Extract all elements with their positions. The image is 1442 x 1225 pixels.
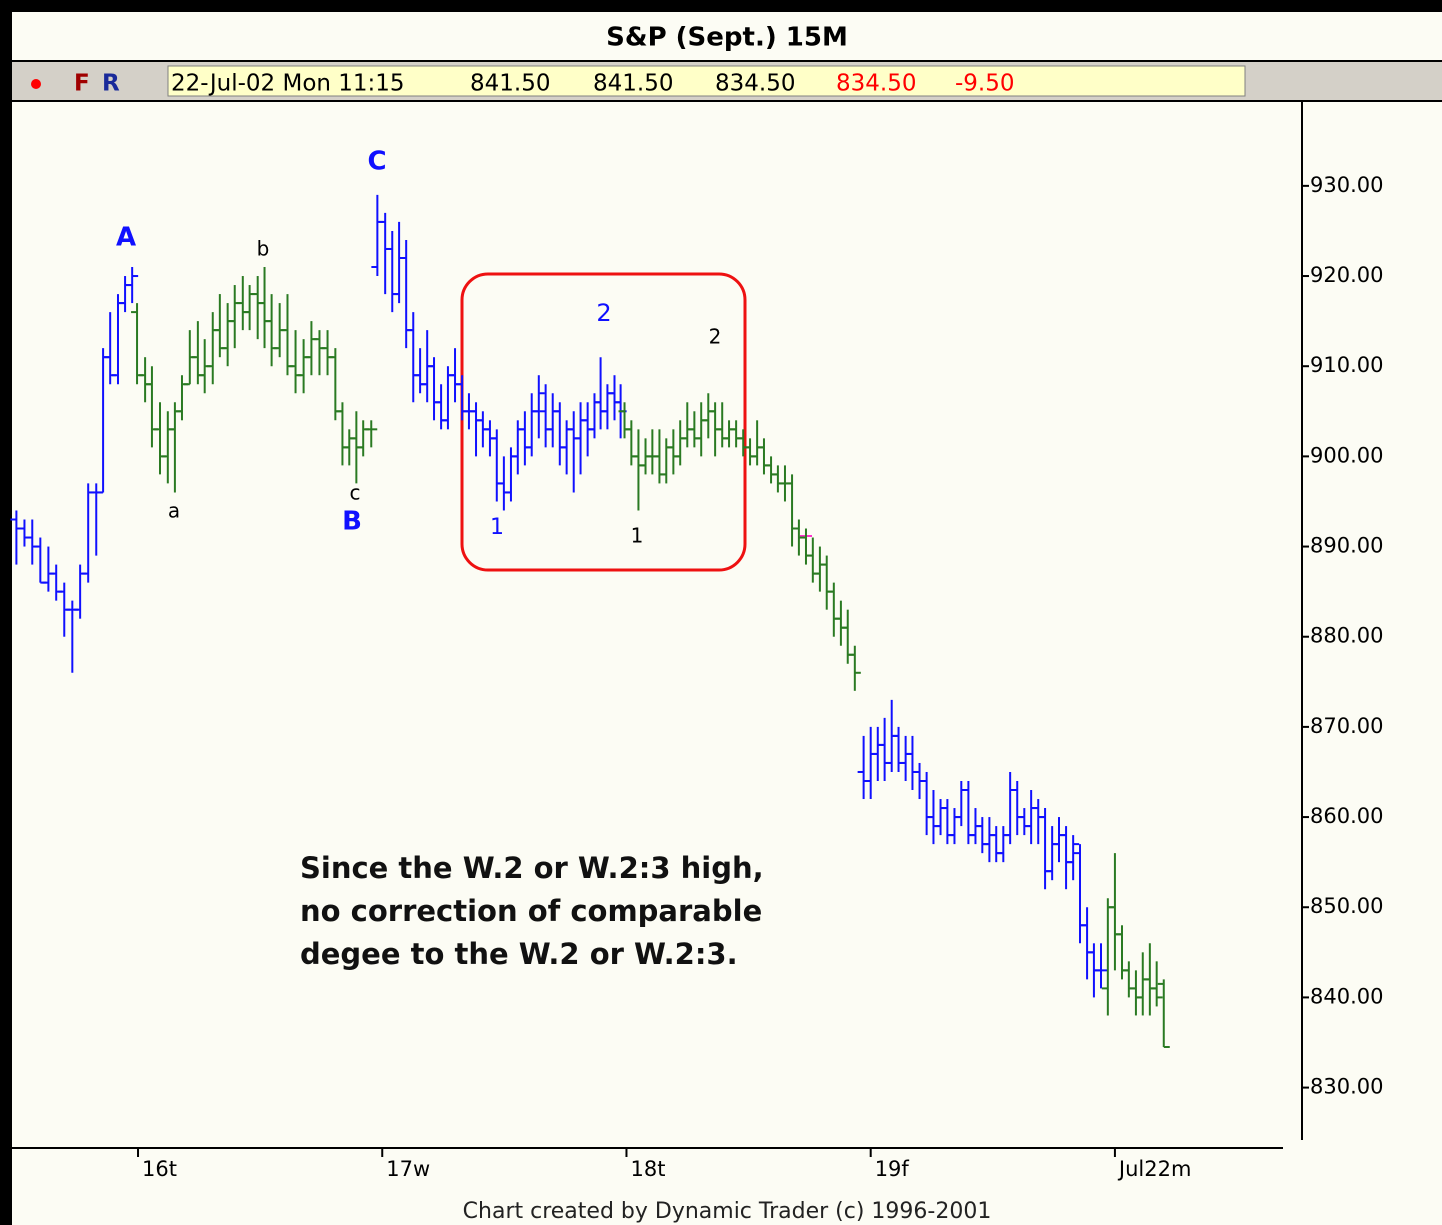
quote-value: 834.50 — [836, 71, 916, 97]
flag: R — [102, 71, 120, 97]
highlight-box — [460, 272, 747, 572]
quote-value: 841.50 — [470, 71, 550, 97]
quote-value: -9.50 — [955, 71, 1015, 97]
quote-box — [167, 65, 1246, 97]
wave-label: 1 — [490, 515, 504, 540]
wave-label: a — [168, 499, 180, 523]
title-bar — [12, 12, 1442, 60]
wave-label: 2 — [709, 325, 722, 349]
y-tick-label: 880.00 — [1310, 624, 1383, 648]
flag: F — [74, 71, 90, 97]
y-tick-label: 900.00 — [1310, 443, 1383, 467]
note-line: no correction of comparable — [300, 894, 762, 928]
plot-area — [12, 102, 1442, 1225]
y-tick-label: 890.00 — [1310, 534, 1383, 558]
quote-value: 841.50 — [593, 71, 673, 97]
quote-value: 834.50 — [715, 71, 795, 97]
x-tick-label: 18t — [630, 1157, 665, 1181]
y-tick-label: 860.00 — [1310, 804, 1383, 828]
y-tick-label: 930.00 — [1310, 173, 1383, 197]
status-dot — [31, 79, 41, 89]
y-tick-label: 850.00 — [1310, 894, 1383, 918]
wave-label: C — [367, 147, 386, 177]
credit: Chart created by Dynamic Trader (c) 1996… — [463, 1199, 992, 1224]
x-tick-label: 17w — [386, 1157, 430, 1181]
quote-date: 22-Jul-02 Mon 11:15 — [171, 71, 405, 97]
wave-label: 2 — [596, 299, 611, 327]
note-line: Since the W.2 or W.2:3 high, — [300, 851, 764, 885]
chart-title: S&P (Sept.) 15M — [606, 23, 848, 53]
wave-label: 1 — [631, 524, 644, 548]
note-line: degee to the W.2 or W.2:3. — [300, 937, 738, 971]
y-tick-label: 920.00 — [1310, 263, 1383, 287]
x-tick-label: 19f — [875, 1157, 910, 1181]
y-tick-label: 870.00 — [1310, 714, 1383, 738]
wave-label: b — [257, 237, 270, 261]
wave-label: B — [342, 507, 362, 537]
y-tick-label: 840.00 — [1310, 984, 1383, 1008]
y-tick-label: 830.00 — [1310, 1075, 1383, 1099]
wave-label: A — [116, 223, 136, 253]
wave-label: c — [350, 481, 361, 505]
y-tick-label: 910.00 — [1310, 353, 1383, 377]
x-tick-label: 16t — [142, 1157, 177, 1181]
x-tick-label: Jul22m — [1117, 1157, 1192, 1181]
